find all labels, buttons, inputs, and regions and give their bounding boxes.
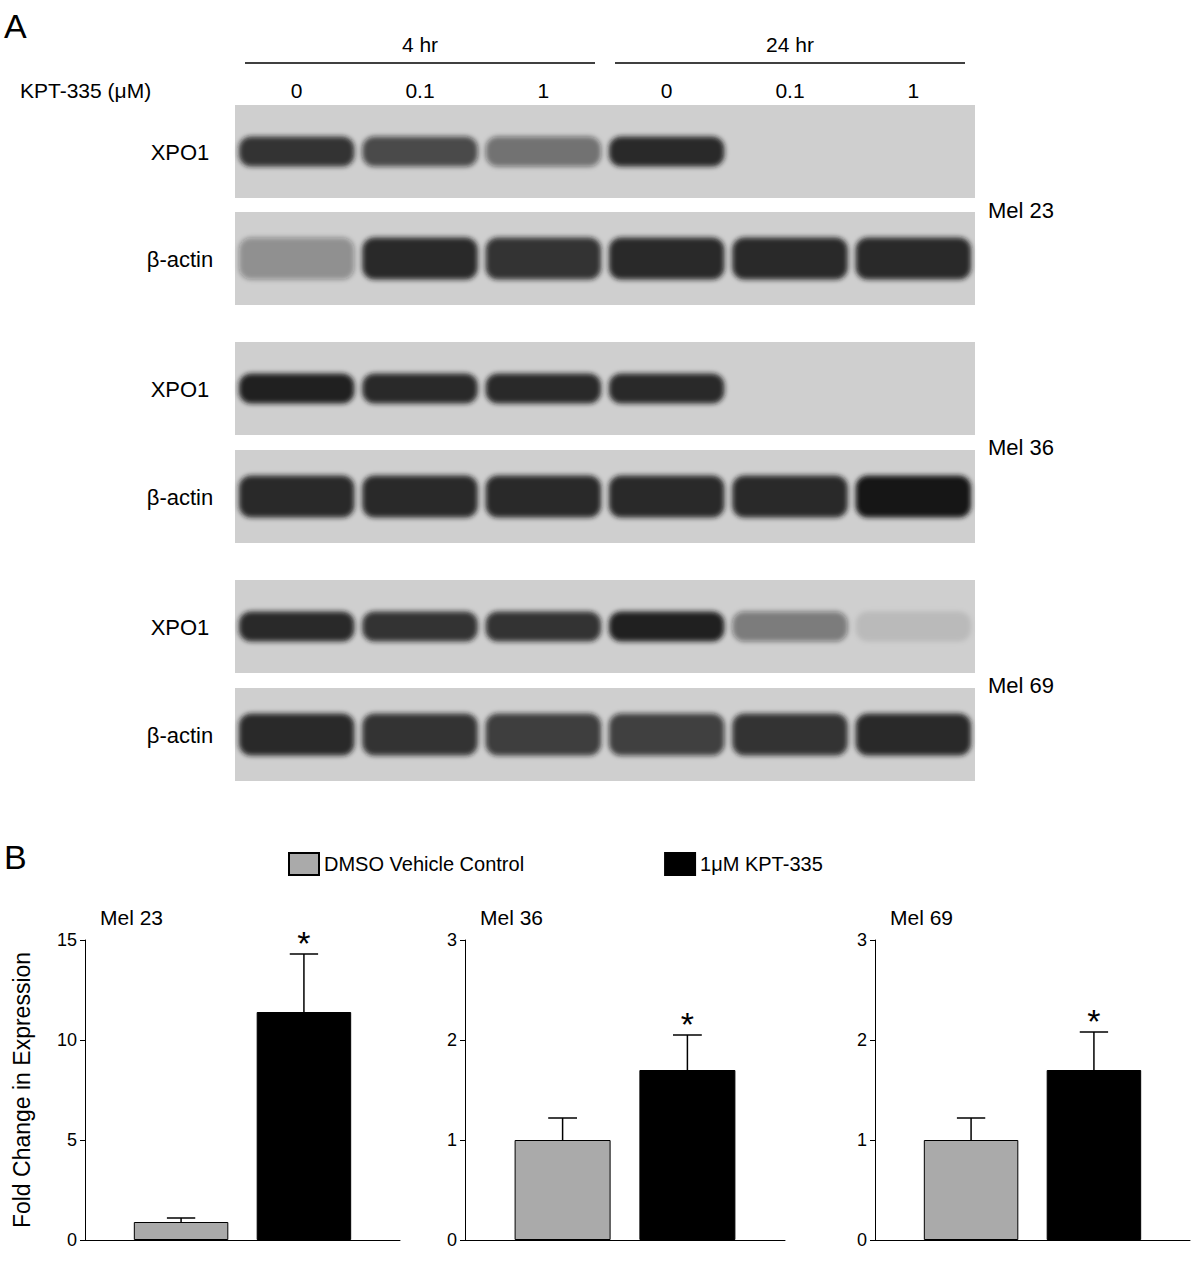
- svg-text:3: 3: [447, 930, 457, 950]
- svg-text:4 hr: 4 hr: [402, 33, 438, 56]
- svg-text:2: 2: [447, 1030, 457, 1050]
- svg-text:0: 0: [857, 1230, 867, 1250]
- svg-text:*: *: [297, 924, 310, 962]
- svg-text:β-actin: β-actin: [147, 485, 213, 510]
- svg-text:DMSO Vehicle Control: DMSO Vehicle Control: [324, 853, 524, 875]
- svg-text:A: A: [4, 7, 27, 45]
- svg-text:1: 1: [447, 1130, 457, 1150]
- svg-text:0.1: 0.1: [405, 79, 434, 102]
- svg-text:*: *: [1087, 1002, 1100, 1040]
- svg-text:XPO1: XPO1: [151, 377, 210, 402]
- svg-text:0: 0: [291, 79, 303, 102]
- svg-text:β-actin: β-actin: [147, 723, 213, 748]
- svg-text:3: 3: [857, 930, 867, 950]
- svg-text:XPO1: XPO1: [151, 615, 210, 640]
- svg-text:Mel 36: Mel 36: [988, 435, 1054, 460]
- svg-text:1: 1: [537, 79, 549, 102]
- svg-text:24 hr: 24 hr: [766, 33, 814, 56]
- svg-text:*: *: [681, 1005, 694, 1043]
- svg-text:1: 1: [857, 1130, 867, 1150]
- svg-text:0: 0: [661, 79, 673, 102]
- svg-text:B: B: [4, 838, 27, 876]
- svg-text:5: 5: [67, 1130, 77, 1150]
- svg-text:Fold Change in Expression: Fold Change in Expression: [9, 952, 35, 1228]
- svg-text:0: 0: [447, 1230, 457, 1250]
- svg-text:0.1: 0.1: [775, 79, 804, 102]
- svg-text:Mel 69: Mel 69: [890, 906, 953, 929]
- svg-text:1μM KPT-335: 1μM KPT-335: [700, 853, 823, 875]
- svg-text:KPT-335 (μM): KPT-335 (μM): [20, 79, 151, 102]
- svg-text:Mel 23: Mel 23: [988, 198, 1054, 223]
- svg-text:10: 10: [57, 1030, 77, 1050]
- svg-text:1: 1: [907, 79, 919, 102]
- svg-text:XPO1: XPO1: [151, 140, 210, 165]
- svg-text:Mel 23: Mel 23: [100, 906, 163, 929]
- svg-text:2: 2: [857, 1030, 867, 1050]
- svg-text:β-actin: β-actin: [147, 247, 213, 272]
- svg-text:Mel 69: Mel 69: [988, 673, 1054, 698]
- svg-text:15: 15: [57, 930, 77, 950]
- svg-text:Mel 36: Mel 36: [480, 906, 543, 929]
- svg-text:0: 0: [67, 1230, 77, 1250]
